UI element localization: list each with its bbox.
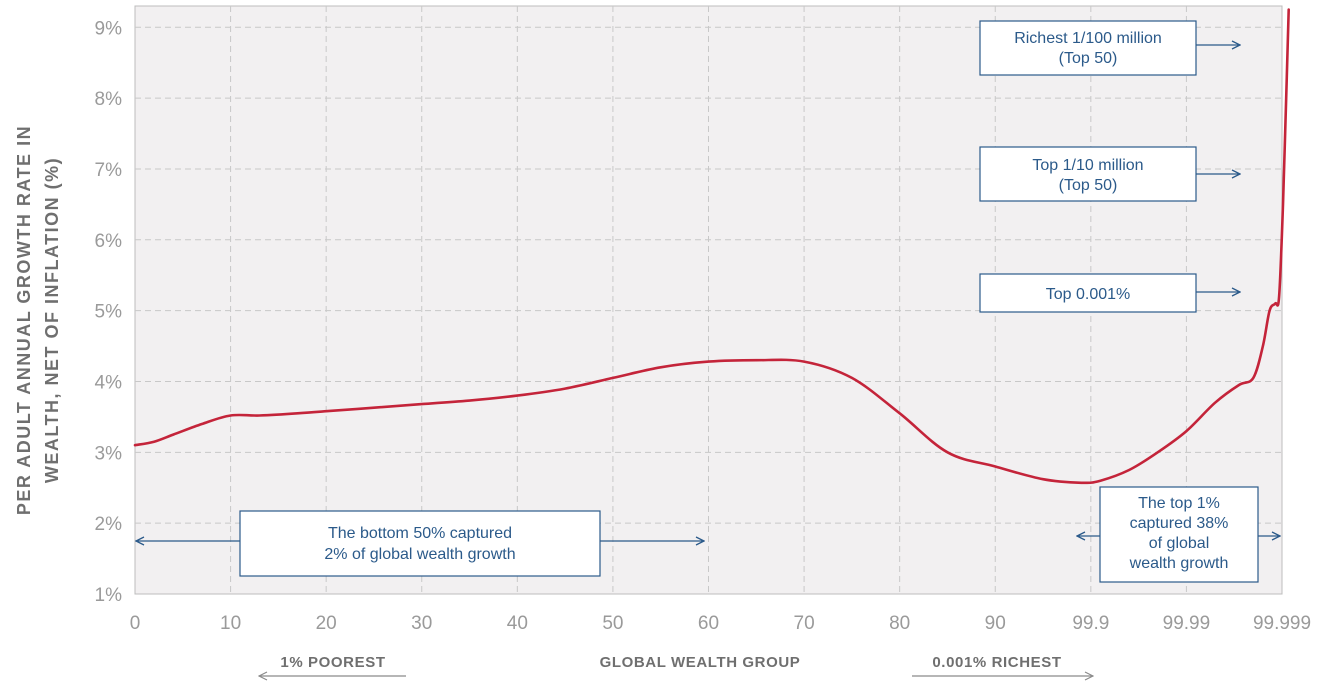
annotation-box <box>1099 486 1259 583</box>
x-tick-label: 99.99 <box>1163 613 1211 634</box>
y-tick-label: 9% <box>95 18 123 39</box>
x-tick-label: 30 <box>411 613 432 634</box>
annotation-text: Richest 1/100 million <box>1014 30 1162 47</box>
series-line <box>133 8 1290 485</box>
annotation-text: The bottom 50% captured <box>328 525 512 542</box>
annotation-text: wealth growth <box>1129 555 1229 572</box>
annotation-text: Top 1/10 million <box>1032 157 1143 174</box>
footer-richest-label: 0.001% RICHEST <box>932 654 1061 671</box>
x-tick-label: 60 <box>698 613 719 634</box>
annotation-bottom-50: The bottom 50% captured 2% of global wea… <box>136 510 704 577</box>
x-tick-label: 10 <box>220 613 241 634</box>
annotation-text: 2% of global wealth growth <box>324 546 515 563</box>
y-tick-label: 2% <box>95 514 123 535</box>
x-tick-label: 90 <box>985 613 1006 634</box>
x-tick-label: 80 <box>889 613 910 634</box>
x-tick-label: 50 <box>602 613 623 634</box>
annotation-text: The top 1% <box>1138 495 1220 512</box>
x-tick-label: 0 <box>130 613 141 634</box>
y-tick-label: 6% <box>95 231 123 252</box>
footer-poorest-label: 1% POOREST <box>280 654 385 671</box>
x-tick-label: 99.999 <box>1253 613 1311 634</box>
annotation-text: (Top 50) <box>1059 177 1118 194</box>
y-tick-label: 5% <box>95 302 123 323</box>
annotation-text: (Top 50) <box>1059 50 1118 67</box>
tick-labels: 0 10 20 30 40 50 60 70 80 90 99.9 99.99 99.999 1% 2% 3%… <box>95 18 1312 634</box>
annotation-box <box>239 510 601 577</box>
annotation-top-1: The top 1% captured 38% of global wealth… <box>1077 486 1280 583</box>
annotation-top-0001: Top 0.001% <box>979 273 1240 313</box>
footer-left: 1% POOREST <box>259 654 406 676</box>
annotation-text: of global <box>1149 535 1210 552</box>
annotation-text: captured 38% <box>1130 515 1229 532</box>
footer-right: 0.001% RICHEST <box>912 654 1093 676</box>
x-tick-label: 70 <box>794 613 815 634</box>
annotation-box <box>979 20 1197 76</box>
annotation-text: Top 0.001% <box>1046 286 1131 303</box>
y-tick-label: 8% <box>95 89 123 110</box>
y-tick-label: 3% <box>95 443 123 464</box>
x-tick-label: 99.9 <box>1072 613 1109 634</box>
y-tick-label: 4% <box>95 372 123 393</box>
y-tick-label: 7% <box>95 160 123 181</box>
x-tick-label: 40 <box>507 613 528 634</box>
x-tick-label: 20 <box>316 613 337 634</box>
y-axis-label-line-2: WEALTH, NET OF INFLATION (%) <box>42 157 62 483</box>
annotation-richest-100m: Richest 1/100 million (Top 50) <box>979 20 1240 76</box>
annotation-box <box>979 273 1197 313</box>
x-axis-label: GLOBAL WEALTH GROUP <box>600 654 801 671</box>
annotation-top-10m: Top 1/10 million (Top 50) <box>979 146 1240 202</box>
y-tick-label: 1% <box>95 585 123 606</box>
y-axis-label-line-1: PER ADULT ANNUAL GROWTH RATE IN <box>14 125 34 515</box>
